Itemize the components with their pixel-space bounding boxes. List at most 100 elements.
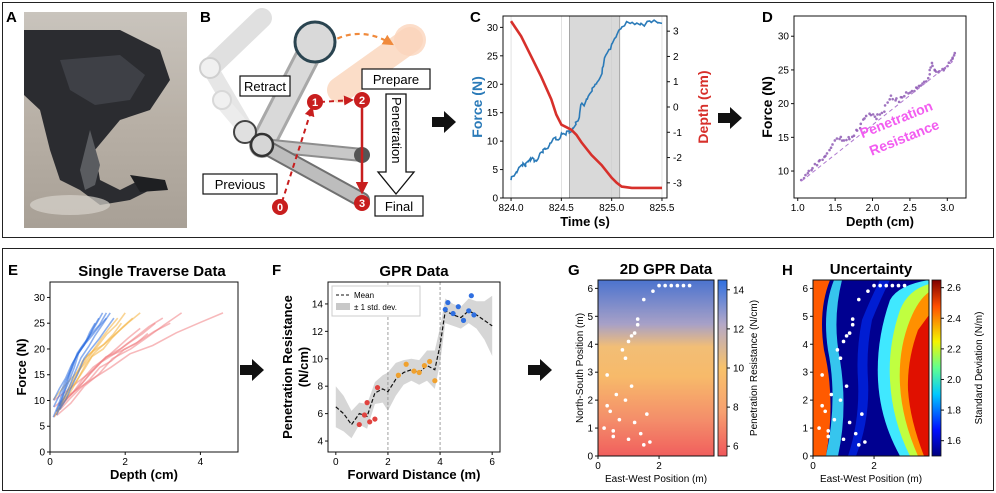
svg-text:0: 0 [277, 202, 283, 214]
y-tick-label: 15 [487, 108, 499, 119]
colorbar [931, 279, 942, 457]
y-tick-label: 2.6 [947, 283, 961, 294]
data-point [831, 143, 834, 146]
sample-point [838, 356, 843, 361]
data-point [951, 56, 954, 59]
x-tick-label: 2 [385, 457, 391, 468]
flow-arrow-f-g [528, 359, 552, 381]
swing-arrow [321, 32, 394, 49]
panel-label-e: E [8, 262, 18, 279]
y-tick-label: 20 [487, 80, 499, 91]
y-axis-label: North-South Position (m) [575, 313, 586, 423]
plot-frame [327, 281, 501, 453]
data-point [364, 400, 370, 406]
data-point [815, 163, 819, 167]
sample-point [669, 283, 674, 288]
y-tick-label: 14 [312, 299, 324, 310]
x-tick-label: 0 [595, 461, 601, 472]
data-point [922, 80, 926, 84]
penetration-arrow [376, 93, 416, 196]
sample-point [847, 331, 852, 335]
y-tick-label: 25 [34, 319, 46, 330]
data-point [427, 358, 433, 365]
data-point [947, 61, 951, 65]
x-tick-label: 4 [437, 457, 443, 468]
sample-point [632, 420, 637, 425]
x-axis-label: Time (s) [560, 214, 610, 229]
sample-point [890, 283, 895, 288]
previous-label: Previous [215, 177, 266, 192]
data-point [930, 61, 934, 65]
traverse-curve [59, 332, 149, 411]
data-point [847, 135, 850, 139]
x-tick-label: 2.0 [866, 203, 880, 214]
x-tick-label: 2.5 [903, 203, 917, 214]
colorbar-label: Penetration Resistance (N/cm) [749, 300, 760, 436]
trend-line [801, 59, 956, 182]
y-tick-label: 25 [487, 51, 499, 62]
data-point [813, 162, 817, 166]
sample-point [602, 426, 606, 430]
x-tick-label: 1.0 [791, 203, 805, 214]
y-tick-label: 4 [587, 340, 593, 351]
y-tick-label: 1 [587, 424, 593, 435]
sample-point [638, 431, 643, 436]
x-axis-label: East-West Position (m) [820, 474, 922, 485]
sample-point [641, 443, 646, 447]
y-tick-label: 2.2 [947, 344, 961, 355]
y-tick-label: 6 [733, 442, 739, 453]
y-axis-label-line-1: Penetration Resistance [280, 295, 295, 439]
data-point [445, 299, 451, 306]
y-tick-label: 3 [587, 368, 593, 379]
data-point [840, 139, 844, 142]
y-tick-label: 10 [778, 167, 790, 178]
y-tick-label: 2 [587, 396, 593, 407]
x-tick-label: 0 [810, 461, 816, 472]
data-point [835, 137, 839, 140]
sample-point [823, 409, 828, 414]
panel-label-b: B [200, 9, 211, 26]
y-tick-label: 0 [39, 448, 45, 459]
x-tick-label: 825.0 [599, 203, 624, 214]
x-tick-label: 824.5 [549, 203, 574, 214]
sample-point [608, 409, 613, 414]
y-tick-label: 2 [802, 396, 808, 407]
data-point [818, 158, 822, 162]
x-tick-label: 1.5 [828, 203, 842, 214]
sample-point [844, 334, 849, 338]
flow-arrow-b-c [432, 111, 456, 133]
plot-frame [793, 15, 967, 199]
robot-leg-photo [24, 12, 187, 228]
sample-point [626, 437, 631, 442]
x-tick-label: 2 [656, 461, 662, 472]
y-axis-label-right: Depth (cm) [695, 70, 711, 143]
data-point [825, 152, 829, 155]
y-tick-label: 2.0 [947, 375, 961, 386]
data-point [824, 154, 827, 158]
data-point [811, 166, 814, 170]
sample-point [611, 429, 616, 433]
data-point [842, 139, 846, 142]
x-axis-label: Depth (cm) [110, 467, 178, 482]
sample-point [850, 317, 855, 321]
data-point [928, 68, 931, 72]
y-axis-label: Force (N) [759, 76, 775, 137]
x-tick-label: 0 [47, 457, 53, 468]
panel-label-a: A [6, 9, 17, 26]
sample-point [614, 392, 619, 397]
y-tick-label: -3 [673, 178, 682, 189]
x-tick-label: 3.0 [940, 203, 954, 214]
data-point [810, 168, 813, 172]
sample-point [635, 317, 640, 321]
sample-point [820, 403, 824, 408]
data-point [919, 84, 923, 87]
sample-point [635, 322, 640, 327]
data-point [891, 97, 894, 101]
y-tick-label: 10 [733, 364, 745, 375]
data-point [859, 122, 863, 126]
retract-label: Retract [244, 79, 286, 94]
data-point [416, 369, 422, 376]
svg-text:1: 1 [312, 97, 318, 109]
y-tick-label: 15 [34, 370, 46, 381]
